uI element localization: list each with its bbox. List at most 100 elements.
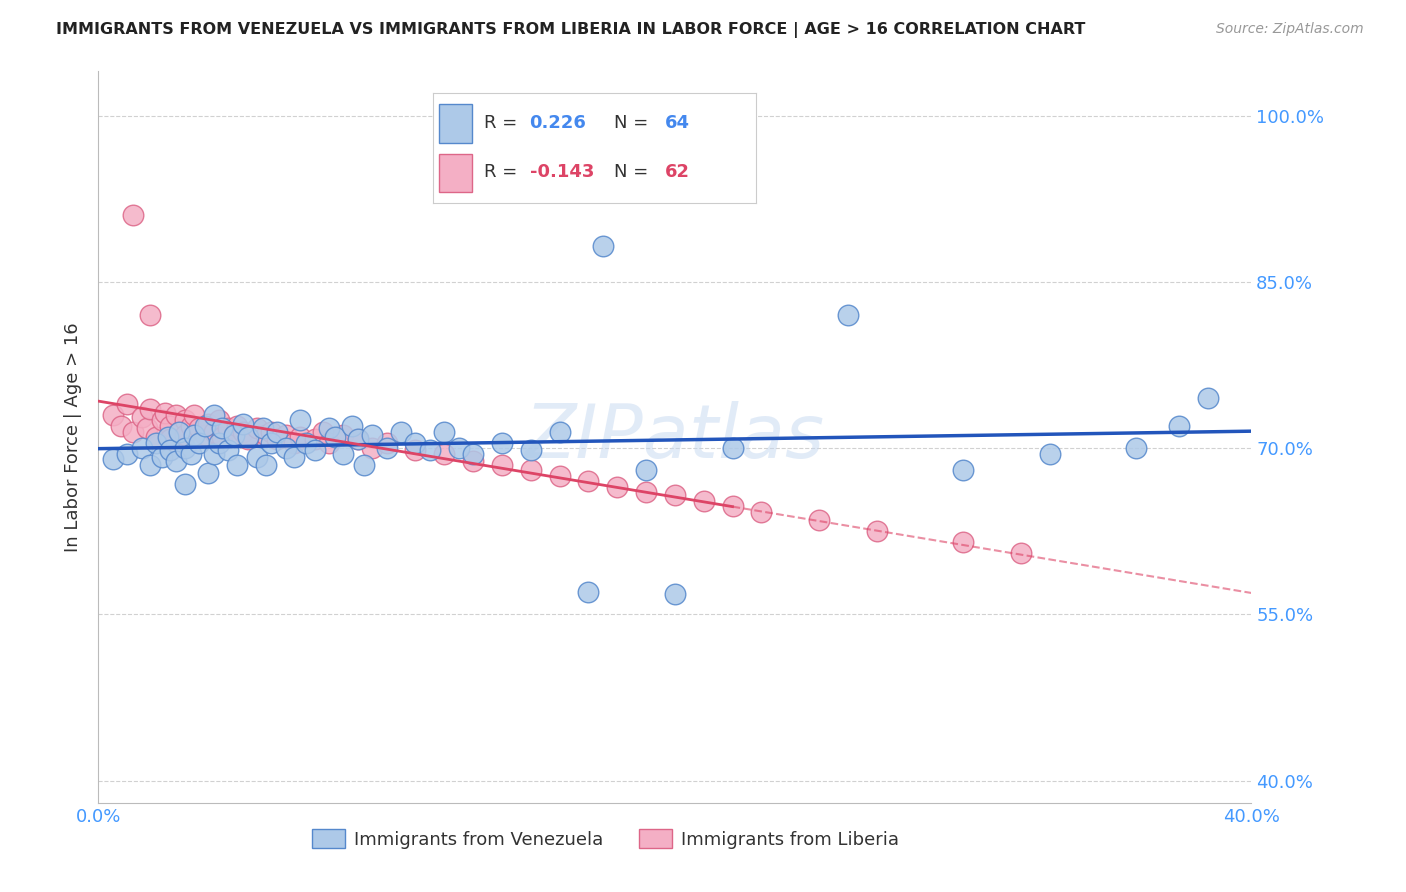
Point	[1168, 419, 1191, 434]
Point	[183, 408, 205, 422]
Point	[222, 428, 245, 442]
Point	[183, 428, 205, 442]
Point	[238, 432, 260, 446]
Point	[433, 447, 456, 461]
Point	[318, 421, 340, 435]
Point	[548, 425, 571, 439]
Point	[260, 425, 283, 439]
Point	[139, 402, 162, 417]
Point	[332, 447, 354, 461]
Point	[332, 428, 354, 442]
Point	[636, 485, 658, 500]
Point	[202, 447, 225, 461]
Point	[664, 488, 686, 502]
Point	[101, 452, 124, 467]
Point	[274, 441, 297, 455]
Point	[145, 430, 167, 444]
Point	[837, 308, 859, 322]
Point	[180, 419, 202, 434]
Point	[751, 505, 773, 519]
Point	[866, 524, 889, 539]
Point	[165, 454, 187, 468]
Text: ZIPatlas: ZIPatlas	[524, 401, 825, 473]
Point	[208, 413, 231, 427]
Point	[238, 430, 260, 444]
Point	[139, 308, 162, 322]
Point	[194, 419, 217, 434]
Point	[188, 421, 211, 435]
Point	[139, 458, 162, 472]
Point	[159, 443, 181, 458]
Text: Source: ZipAtlas.com: Source: ZipAtlas.com	[1216, 22, 1364, 37]
Point	[274, 428, 297, 442]
Point	[461, 454, 484, 468]
Point	[145, 435, 167, 450]
Point	[254, 458, 277, 472]
Point	[295, 435, 318, 450]
Point	[122, 209, 145, 223]
Point	[131, 410, 153, 425]
Point	[174, 476, 197, 491]
Point	[283, 435, 305, 450]
Point	[122, 425, 145, 439]
Y-axis label: In Labor Force | Age > 16: In Labor Force | Age > 16	[65, 322, 83, 552]
Legend: Immigrants from Venezuela, Immigrants from Liberia: Immigrants from Venezuela, Immigrants fr…	[305, 822, 905, 856]
Point	[389, 425, 412, 439]
Point	[266, 425, 288, 439]
Point	[461, 447, 484, 461]
Point	[952, 463, 974, 477]
Point	[202, 408, 225, 422]
Point	[1010, 546, 1032, 560]
Point	[165, 408, 187, 422]
Point	[664, 587, 686, 601]
Point	[636, 463, 658, 477]
Point	[433, 425, 456, 439]
Point	[405, 443, 427, 458]
Point	[1125, 441, 1147, 455]
Point	[222, 428, 245, 442]
Point	[520, 443, 543, 458]
Point	[346, 432, 368, 446]
Point	[167, 425, 190, 439]
Point	[246, 450, 269, 464]
Point	[606, 480, 628, 494]
Point	[252, 421, 274, 435]
Point	[110, 419, 132, 434]
Point	[283, 450, 305, 464]
Point	[180, 447, 202, 461]
Point	[211, 430, 233, 444]
Point	[447, 441, 470, 455]
Point	[405, 435, 427, 450]
Point	[375, 435, 398, 450]
Point	[174, 413, 197, 427]
Point	[312, 425, 335, 439]
Point	[101, 408, 124, 422]
Point	[323, 430, 346, 444]
Point	[290, 430, 312, 444]
Point	[578, 585, 600, 599]
Point	[246, 421, 269, 435]
Point	[131, 441, 153, 455]
Point	[217, 443, 239, 458]
Point	[156, 430, 179, 444]
Point	[167, 425, 190, 439]
Point	[208, 435, 231, 450]
Point	[318, 435, 340, 450]
Point	[159, 432, 181, 446]
Point	[1197, 392, 1219, 406]
Point	[150, 450, 173, 464]
Point	[419, 443, 441, 458]
Point	[231, 417, 254, 431]
Point	[254, 428, 277, 442]
Point	[808, 513, 831, 527]
Point	[491, 435, 513, 450]
Point	[197, 417, 219, 431]
Point	[117, 397, 139, 411]
Point	[266, 432, 288, 446]
Point	[174, 428, 197, 442]
Point	[548, 468, 571, 483]
Point	[188, 435, 211, 450]
Point	[159, 419, 181, 434]
Point	[346, 432, 368, 446]
Point	[290, 413, 312, 427]
